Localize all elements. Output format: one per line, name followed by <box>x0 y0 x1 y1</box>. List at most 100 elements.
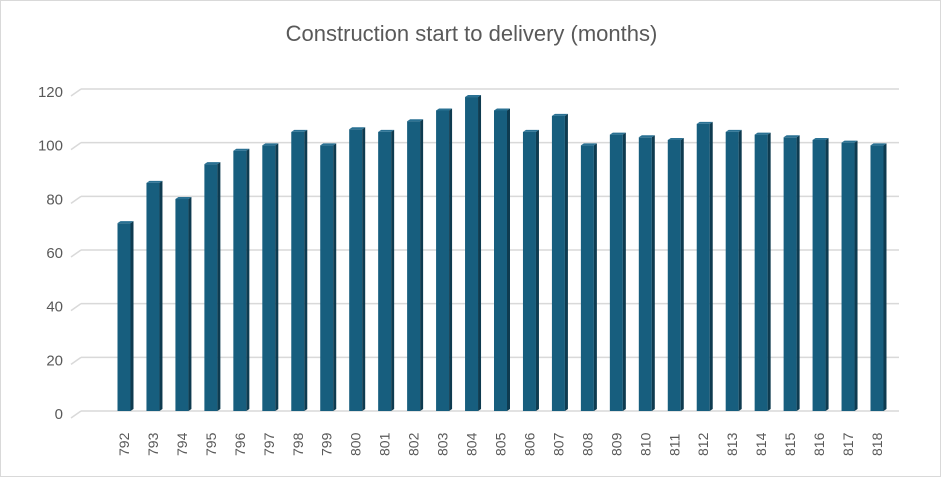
bar <box>262 145 276 411</box>
x-tick-label: 802 <box>406 432 422 456</box>
bar <box>175 199 189 411</box>
bar-side <box>767 132 771 411</box>
bar <box>551 115 565 411</box>
bar-top <box>117 221 134 224</box>
chart-title: Construction start to delivery (months) <box>285 21 658 46</box>
bar-top <box>667 137 684 140</box>
gridline-edge <box>70 249 82 258</box>
bar <box>117 223 131 411</box>
bar-top <box>841 140 858 143</box>
bar-side <box>362 127 366 411</box>
bar-side <box>159 180 163 411</box>
bar-side <box>420 119 424 411</box>
x-tick-label: 800 <box>348 432 364 456</box>
bar-side <box>275 143 279 411</box>
y-tick-label: 60 <box>46 245 63 262</box>
bar-side <box>593 143 597 411</box>
bar-top <box>320 143 337 146</box>
gridline-edge <box>70 88 82 97</box>
bar-top <box>522 129 539 132</box>
bar-side <box>333 143 337 411</box>
bar-side <box>680 137 684 411</box>
bar <box>609 134 623 411</box>
x-tick-label: 818 <box>869 432 885 456</box>
bar <box>407 121 421 411</box>
bar <box>291 131 305 411</box>
y-tick-label: 40 <box>46 299 63 316</box>
bar-top <box>783 135 800 138</box>
bar-top <box>870 143 887 146</box>
bar-side <box>478 95 482 412</box>
gridline-edge <box>70 142 82 151</box>
x-tick-label: 797 <box>261 432 277 456</box>
x-tick-label: 803 <box>435 432 451 456</box>
x-tick-label: 811 <box>666 433 682 456</box>
gridline-edge <box>70 410 82 419</box>
x-tick-label: 792 <box>116 432 132 456</box>
bar-top <box>378 129 395 132</box>
x-tick-label: 805 <box>493 432 509 456</box>
x-tick-label: 817 <box>840 432 856 456</box>
bar <box>638 137 652 412</box>
bar-side <box>449 108 453 411</box>
bar <box>349 129 363 411</box>
bar-side <box>188 197 192 411</box>
bar <box>783 137 797 412</box>
x-tick-label: 813 <box>724 432 740 456</box>
bar-side <box>622 132 626 411</box>
x-tick-label: 804 <box>464 432 480 456</box>
bar-top <box>436 108 453 111</box>
bar-side <box>738 129 742 411</box>
x-tick-label: 798 <box>290 432 306 456</box>
bar-side <box>130 221 134 411</box>
y-tick-label: 0 <box>55 406 63 423</box>
gridline-edge <box>70 195 82 204</box>
y-tick-label: 80 <box>46 191 63 208</box>
bar-top <box>407 119 424 122</box>
y-tick-label: 20 <box>46 352 63 369</box>
bar <box>696 123 710 411</box>
bar <box>725 131 739 411</box>
gridline-edge <box>70 303 82 312</box>
bar <box>320 145 334 411</box>
bar <box>233 150 247 411</box>
bar-side <box>825 137 829 411</box>
bar-top <box>262 143 279 146</box>
bar-side <box>883 143 887 411</box>
x-tick-label: 810 <box>637 432 653 456</box>
bar <box>522 131 536 411</box>
bar-side <box>391 129 395 411</box>
bar-top <box>494 108 510 111</box>
bar-top <box>580 143 597 146</box>
bar <box>812 139 826 411</box>
bar-side <box>246 148 250 411</box>
bar-side <box>217 162 221 411</box>
y-tick-label: 120 <box>38 84 63 101</box>
bar <box>146 182 160 411</box>
bar-top <box>349 127 366 130</box>
bar-top <box>291 129 308 132</box>
bar-side <box>564 113 568 411</box>
x-tick-label: 812 <box>695 432 711 456</box>
x-tick-label: 815 <box>782 432 798 456</box>
bar-top <box>175 197 192 200</box>
bar-top <box>551 113 568 116</box>
bar-top <box>204 162 221 165</box>
x-tick-label: 808 <box>579 432 595 456</box>
y-tick-label: 100 <box>38 138 63 155</box>
bar-side <box>651 135 655 412</box>
bar-side <box>709 121 713 411</box>
bar-side <box>854 140 858 411</box>
bar <box>204 164 218 411</box>
bar-top <box>754 132 771 135</box>
x-tick-label: 794 <box>174 432 190 456</box>
bar-side <box>535 129 539 411</box>
x-tick-label: 796 <box>232 432 248 456</box>
x-tick-label: 801 <box>377 432 393 456</box>
x-tick-label: 806 <box>521 432 537 456</box>
bar-side <box>796 135 800 412</box>
bar <box>494 110 507 411</box>
bar-top <box>146 180 163 183</box>
